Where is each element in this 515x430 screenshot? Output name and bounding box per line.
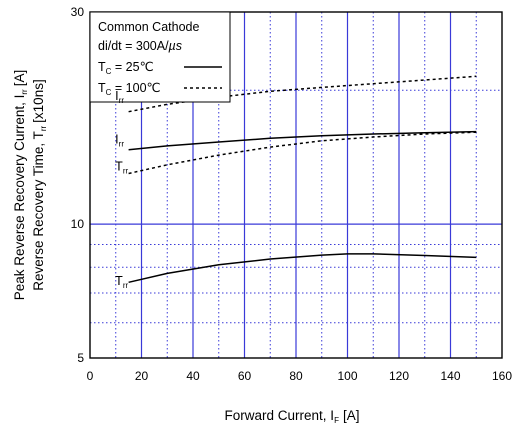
legend-box: [89, 11, 231, 103]
x-tick-label: 60: [238, 369, 252, 383]
y-tick-label: 30: [71, 5, 85, 19]
legend-entry-25c: TC = 25℃: [98, 60, 154, 76]
series-line-3: [128, 131, 477, 175]
curve-label: Irr: [115, 132, 124, 148]
series-line-1: [128, 75, 477, 113]
curve-annotations: Irr Irr Trr Trr: [115, 89, 128, 290]
series-lines: [128, 75, 477, 284]
x-axis-title: Forward Current, IF [A]: [225, 408, 360, 425]
curve-label: Trr: [115, 274, 128, 290]
y-tick-label: 5: [77, 351, 84, 365]
curve-label: Trr: [115, 160, 128, 176]
x-tick-label: 160: [492, 369, 512, 383]
x-tick-label: 20: [135, 369, 149, 383]
x-tick-label: 100: [337, 369, 357, 383]
y-axis-title-current: Peak Reverse Recovery Current, Irr[A]: [12, 70, 29, 300]
legend: Common Cathode di/dt = 300A/µs TC = 25℃ …: [89, 11, 231, 103]
series-line-4: [128, 253, 477, 284]
y-axis-title-time: Reverse Recovery Time, Trr[x10ns]: [31, 79, 48, 290]
plot-frame: [89, 11, 503, 359]
x-tick-label: 120: [389, 369, 409, 383]
tick-labels: 0 20 40 60 80 100 120 140 160 5 10 30: [71, 5, 513, 383]
x-tick-label: 0: [87, 369, 94, 383]
legend-entry-100c: TC = 100℃: [98, 81, 161, 97]
y-tick-label: 10: [71, 217, 85, 231]
x-tick-label: 40: [186, 369, 200, 383]
x-tick-label: 80: [289, 369, 303, 383]
legend-didt: di/dt = 300A/µs: [98, 39, 182, 53]
curve-label: Irr: [115, 89, 124, 105]
legend-title: Common Cathode: [98, 20, 199, 34]
x-tick-label: 140: [440, 369, 460, 383]
series-line-2: [128, 130, 477, 151]
